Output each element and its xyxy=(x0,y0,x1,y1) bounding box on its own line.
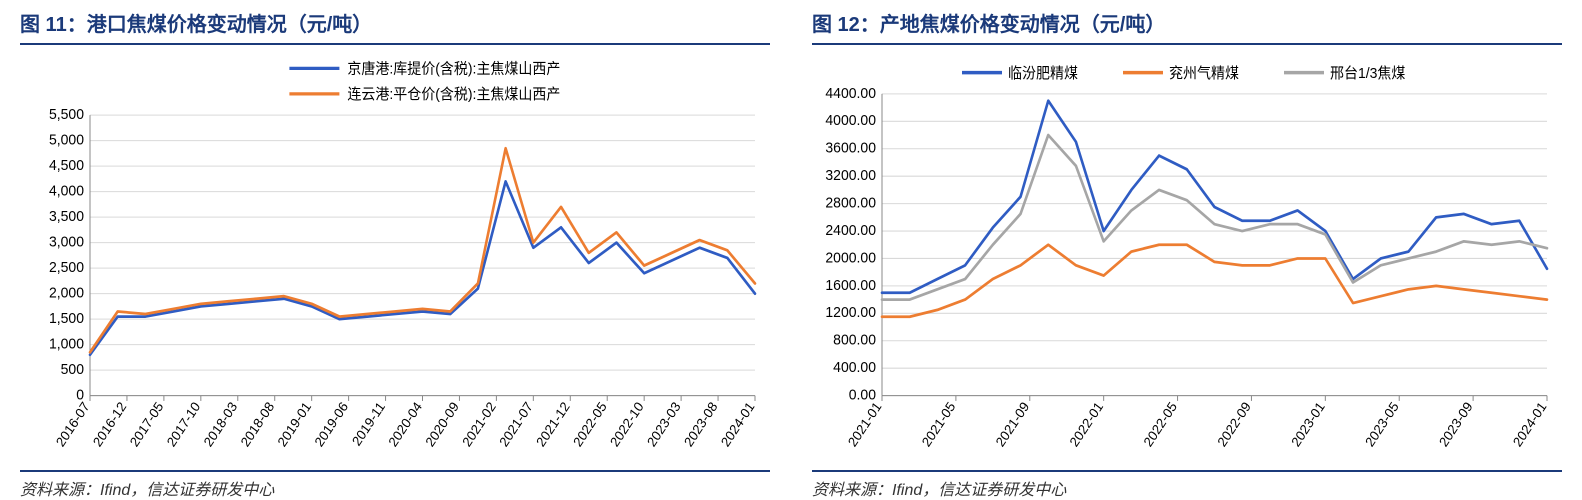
svg-text:800.00: 800.00 xyxy=(833,332,876,348)
chart-11-source: 资料来源：Ifind，信达证券研发中心 xyxy=(20,470,770,500)
svg-text:1,000: 1,000 xyxy=(49,336,84,352)
svg-text:2000.00: 2000.00 xyxy=(825,250,876,266)
panel-chart-12: 图 12：产地焦煤价格变动情况（元/吨） 0.00400.00800.00120… xyxy=(812,4,1562,500)
svg-text:5,500: 5,500 xyxy=(49,107,84,123)
svg-text:2,500: 2,500 xyxy=(49,260,84,276)
chart-12-plot: 0.00400.00800.001200.001600.002000.00240… xyxy=(812,45,1562,470)
svg-text:2800.00: 2800.00 xyxy=(825,195,876,211)
svg-text:3,500: 3,500 xyxy=(49,209,84,225)
chart-12-title: 图 12：产地焦煤价格变动情况（元/吨） xyxy=(812,14,1165,36)
svg-text:500: 500 xyxy=(61,362,84,378)
svg-text:1,500: 1,500 xyxy=(49,311,84,327)
chart-11-title-bar: 图 11：港口焦煤价格变动情况（元/吨） xyxy=(20,4,770,45)
svg-text:4400.00: 4400.00 xyxy=(825,85,876,101)
svg-text:2,000: 2,000 xyxy=(49,285,84,301)
svg-text:连云港:平仓价(含税):主焦煤山西产: 连云港:平仓价(含税):主焦煤山西产 xyxy=(347,86,560,104)
chart-11-title: 图 11：港口焦煤价格变动情况（元/吨） xyxy=(20,14,372,36)
chart-12-svg: 0.00400.00800.001200.001600.002000.00240… xyxy=(812,45,1562,470)
svg-text:临汾肥精煤: 临汾肥精煤 xyxy=(1008,65,1078,83)
svg-text:1200.00: 1200.00 xyxy=(825,305,876,321)
chart-11-plot: 05001,0001,5002,0002,5003,0003,5004,0004… xyxy=(20,45,770,470)
chart-12-title-bar: 图 12：产地焦煤价格变动情况（元/吨） xyxy=(812,4,1562,45)
chart-12-source: 资料来源：Ifind，信达证券研发中心 xyxy=(812,470,1562,500)
svg-text:4,000: 4,000 xyxy=(49,183,84,199)
svg-text:5,000: 5,000 xyxy=(49,132,84,148)
svg-text:4000.00: 4000.00 xyxy=(825,113,876,129)
svg-text:3200.00: 3200.00 xyxy=(825,168,876,184)
svg-text:4,500: 4,500 xyxy=(49,158,84,174)
svg-text:400.00: 400.00 xyxy=(833,360,876,376)
svg-text:3600.00: 3600.00 xyxy=(825,140,876,156)
panel-chart-11: 图 11：港口焦煤价格变动情况（元/吨） 05001,0001,5002,000… xyxy=(20,4,770,500)
svg-text:2400.00: 2400.00 xyxy=(825,223,876,239)
svg-text:邢台1/3焦煤: 邢台1/3焦煤 xyxy=(1330,65,1405,83)
svg-text:1600.00: 1600.00 xyxy=(825,277,876,293)
svg-text:京唐港:库提价(含税):主焦煤山西产: 京唐港:库提价(含税):主焦煤山西产 xyxy=(347,60,560,78)
chart-11-svg: 05001,0001,5002,0002,5003,0003,5004,0004… xyxy=(20,45,770,470)
svg-text:兖州气精煤: 兖州气精煤 xyxy=(1169,65,1239,83)
page-root: 图 11：港口焦煤价格变动情况（元/吨） 05001,0001,5002,000… xyxy=(0,0,1582,500)
svg-text:3,000: 3,000 xyxy=(49,234,84,250)
